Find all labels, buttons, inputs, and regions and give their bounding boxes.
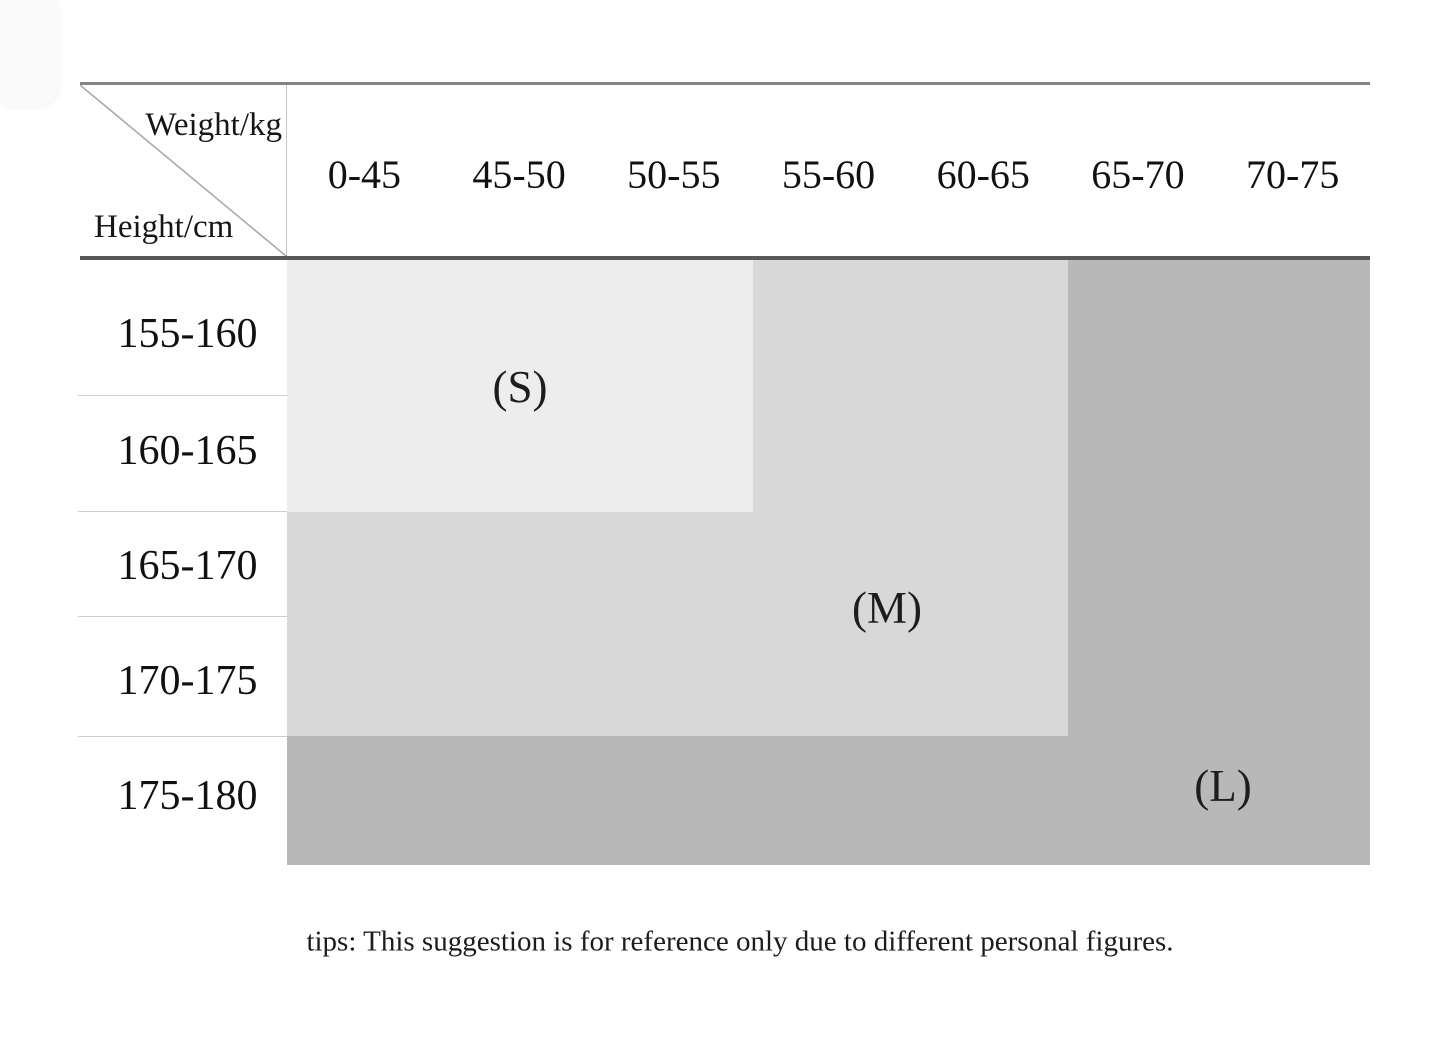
height-axis-label: Height/cm (94, 209, 234, 245)
diagonal-divider-line (80, 85, 286, 256)
height-row-label-165-170: 165-170 (117, 543, 258, 589)
size-l-label: (L) (1194, 761, 1252, 811)
size-m-label: (M) (852, 583, 922, 633)
height-row-label-155-160: 155-160 (117, 311, 258, 357)
row-separator (78, 395, 287, 396)
region-s (287, 260, 753, 512)
tips-note: tips: This suggestion is for reference o… (306, 925, 1174, 958)
height-row-label-170-175: 170-175 (117, 658, 258, 704)
row-separator (78, 511, 287, 512)
table-header-row: Weight/kg Height/cm 0-45 45-50 50-55 55-… (80, 85, 1370, 260)
weight-col-header-60-65: 60-65 (936, 152, 1030, 197)
region-l: (S) (M) (L) (287, 260, 1370, 865)
axis-corner-cell: Weight/kg Height/cm (80, 85, 287, 256)
size-chart-table: Weight/kg Height/cm 0-45 45-50 50-55 55-… (78, 82, 1370, 865)
size-s-label: (S) (492, 362, 548, 412)
weight-axis-label: Weight/kg (145, 107, 282, 143)
height-row-labels: 155-160 160-165 165-170 170-175 175-180 (78, 260, 287, 865)
weight-col-header-65-70: 65-70 (1091, 152, 1185, 197)
row-separator (78, 616, 287, 617)
weight-col-header-45-50: 45-50 (472, 152, 566, 197)
weight-column-headers: 0-45 45-50 50-55 55-60 60-65 65-70 70-75 (287, 85, 1370, 256)
background-blob (0, 0, 62, 110)
weight-col-header-70-75: 70-75 (1246, 152, 1340, 197)
weight-col-header-50-55: 50-55 (627, 152, 721, 197)
weight-col-header-55-60: 55-60 (781, 152, 876, 197)
table-body: 155-160 160-165 165-170 170-175 175-180 … (78, 260, 1370, 865)
height-row-label-175-180: 175-180 (117, 773, 258, 819)
row-separator (78, 736, 287, 737)
height-row-label-160-165: 160-165 (117, 428, 258, 474)
weight-col-header-0-45: 0-45 (327, 152, 402, 197)
